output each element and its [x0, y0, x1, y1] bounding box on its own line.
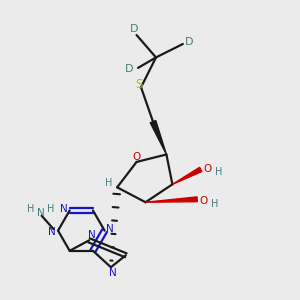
- Text: N: N: [88, 230, 95, 240]
- Text: H: H: [105, 178, 112, 188]
- Text: O: O: [203, 164, 212, 174]
- Polygon shape: [150, 121, 167, 154]
- Text: N: N: [37, 208, 45, 218]
- Text: H: H: [211, 199, 218, 209]
- Text: N: N: [106, 224, 114, 234]
- Text: H: H: [215, 167, 222, 177]
- Text: N: N: [109, 268, 116, 278]
- Text: O: O: [132, 152, 141, 162]
- Polygon shape: [172, 167, 202, 184]
- Text: O: O: [199, 196, 207, 206]
- Text: H: H: [47, 204, 54, 214]
- Text: D: D: [130, 24, 138, 34]
- Polygon shape: [146, 197, 197, 202]
- Text: S: S: [135, 78, 142, 91]
- Text: H: H: [27, 204, 34, 214]
- Text: N: N: [60, 204, 68, 214]
- Text: N: N: [48, 227, 55, 237]
- Text: D: D: [185, 37, 194, 46]
- Text: D: D: [125, 64, 133, 74]
